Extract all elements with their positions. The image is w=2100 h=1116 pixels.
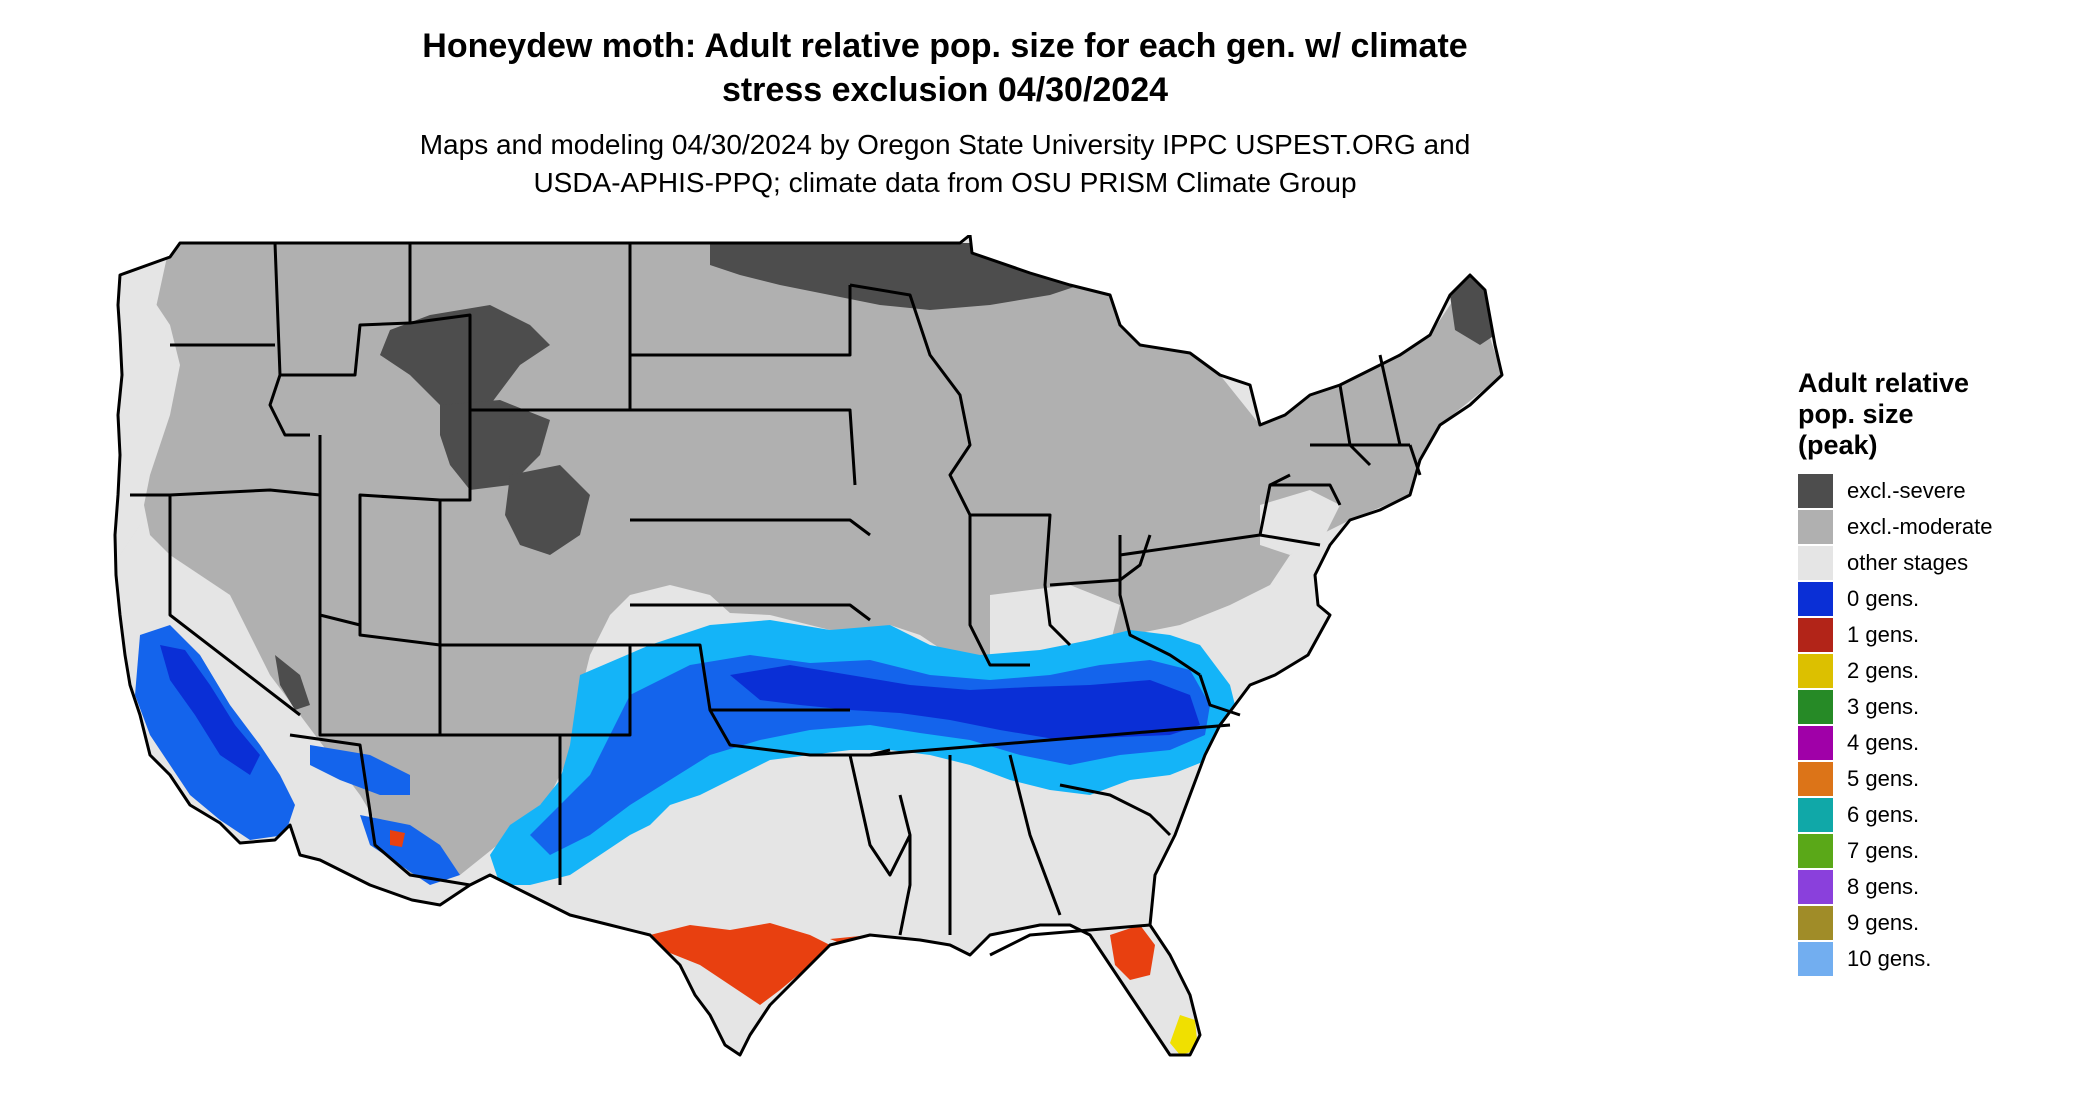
legend-swatch [1798,654,1833,688]
legend-item: 8 gens. [1798,869,2088,905]
legend-swatch [1798,510,1833,544]
region-2-gens-florida [1170,1015,1198,1055]
legend-title: Adult relative pop. size (peak) [1798,368,2088,461]
region-1-gens-texas [650,923,830,1005]
legend-swatch [1798,906,1833,940]
region-1-gens-florida [1110,925,1155,980]
legend-item: 1 gens. [1798,617,2088,653]
legend-swatch [1798,546,1833,580]
region-excl-severe-colorado [505,465,590,555]
title-line-1: Honeydew moth: Adult relative pop. size … [422,27,1468,65]
legend-swatch [1798,474,1833,508]
title-line-2: stress exclusion 04/30/2024 [721,71,1169,109]
map-legend: Adult relative pop. size (peak) excl.-se… [1798,368,2088,977]
subtitle-line-2: USDA-APHIS-PPQ; climate data from OSU PR… [533,167,1357,198]
us-map [113,235,1504,1057]
legend-swatch [1798,798,1833,832]
region-0-gens-california-dark [160,645,260,775]
legend-label: excl.-severe [1847,478,1966,503]
legend-item: excl.-severe [1798,473,2088,509]
legend-title-line-1: Adult relative [1798,368,1970,398]
region-0-gens-southwest [310,745,410,795]
region-1-gens-arizona-spot [390,830,405,847]
legend-label: 2 gens. [1847,658,1920,683]
legend-swatch [1798,870,1833,904]
map-title: Honeydew moth: Adult relative pop. size … [300,24,1590,112]
region-excl-severe-sierra [275,655,310,710]
legend-label: excl.-moderate [1847,514,1993,539]
legend-label: 9 gens. [1847,910,1920,935]
legend-swatch [1798,690,1833,724]
legend-label: 4 gens. [1847,730,1920,755]
legend-label: other stages [1847,550,1969,575]
legend-item: 6 gens. [1798,797,2088,833]
legend-items: excl.-severe excl.-moderate other stages 0 … [1798,473,2088,977]
legend-swatch [1798,762,1833,796]
legend-swatch [1798,726,1833,760]
subtitle-line-1: Maps and modeling 04/30/2024 by Oregon S… [419,129,1471,160]
legend-swatch [1798,582,1833,616]
map-subtitle: Maps and modeling 04/30/2024 by Oregon S… [300,126,1590,202]
legend-swatch [1798,942,1833,976]
legend-item: other stages [1798,545,2088,581]
legend-label: 0 gens. [1847,586,1920,611]
state-borders [113,235,1504,1057]
legend-item: 7 gens. [1798,833,2088,869]
region-excl-severe-rockies [380,305,550,405]
legend-label: 3 gens. [1847,694,1920,719]
legend-label: 10 gens. [1847,946,1932,971]
region-0-gens-arizona [360,815,460,885]
legend-title-line-2: pop. size [1798,399,1914,429]
legend-item: 10 gens. [1798,941,2088,977]
region-excl-severe-wyoming [440,400,550,490]
legend-title-line-3: (peak) [1798,430,1878,460]
legend-label: 5 gens. [1847,766,1920,791]
legend-item: 3 gens. [1798,689,2088,725]
legend-label: 6 gens. [1847,802,1920,827]
legend-item: 5 gens. [1798,761,2088,797]
legend-item: 0 gens. [1798,581,2088,617]
legend-item: excl.-moderate [1798,509,2088,545]
legend-swatch [1798,618,1833,652]
legend-label: 7 gens. [1847,838,1920,863]
region-0-gens-dark [730,665,1200,740]
legend-label: 1 gens. [1847,622,1920,647]
region-other-stages-pnw [120,295,180,555]
legend-item: 9 gens. [1798,905,2088,941]
legend-swatch [1798,834,1833,868]
legend-item: 2 gens. [1798,653,2088,689]
legend-item: 4 gens. [1798,725,2088,761]
legend-label: 8 gens. [1847,874,1920,899]
region-excl-severe-maine [1450,275,1495,345]
